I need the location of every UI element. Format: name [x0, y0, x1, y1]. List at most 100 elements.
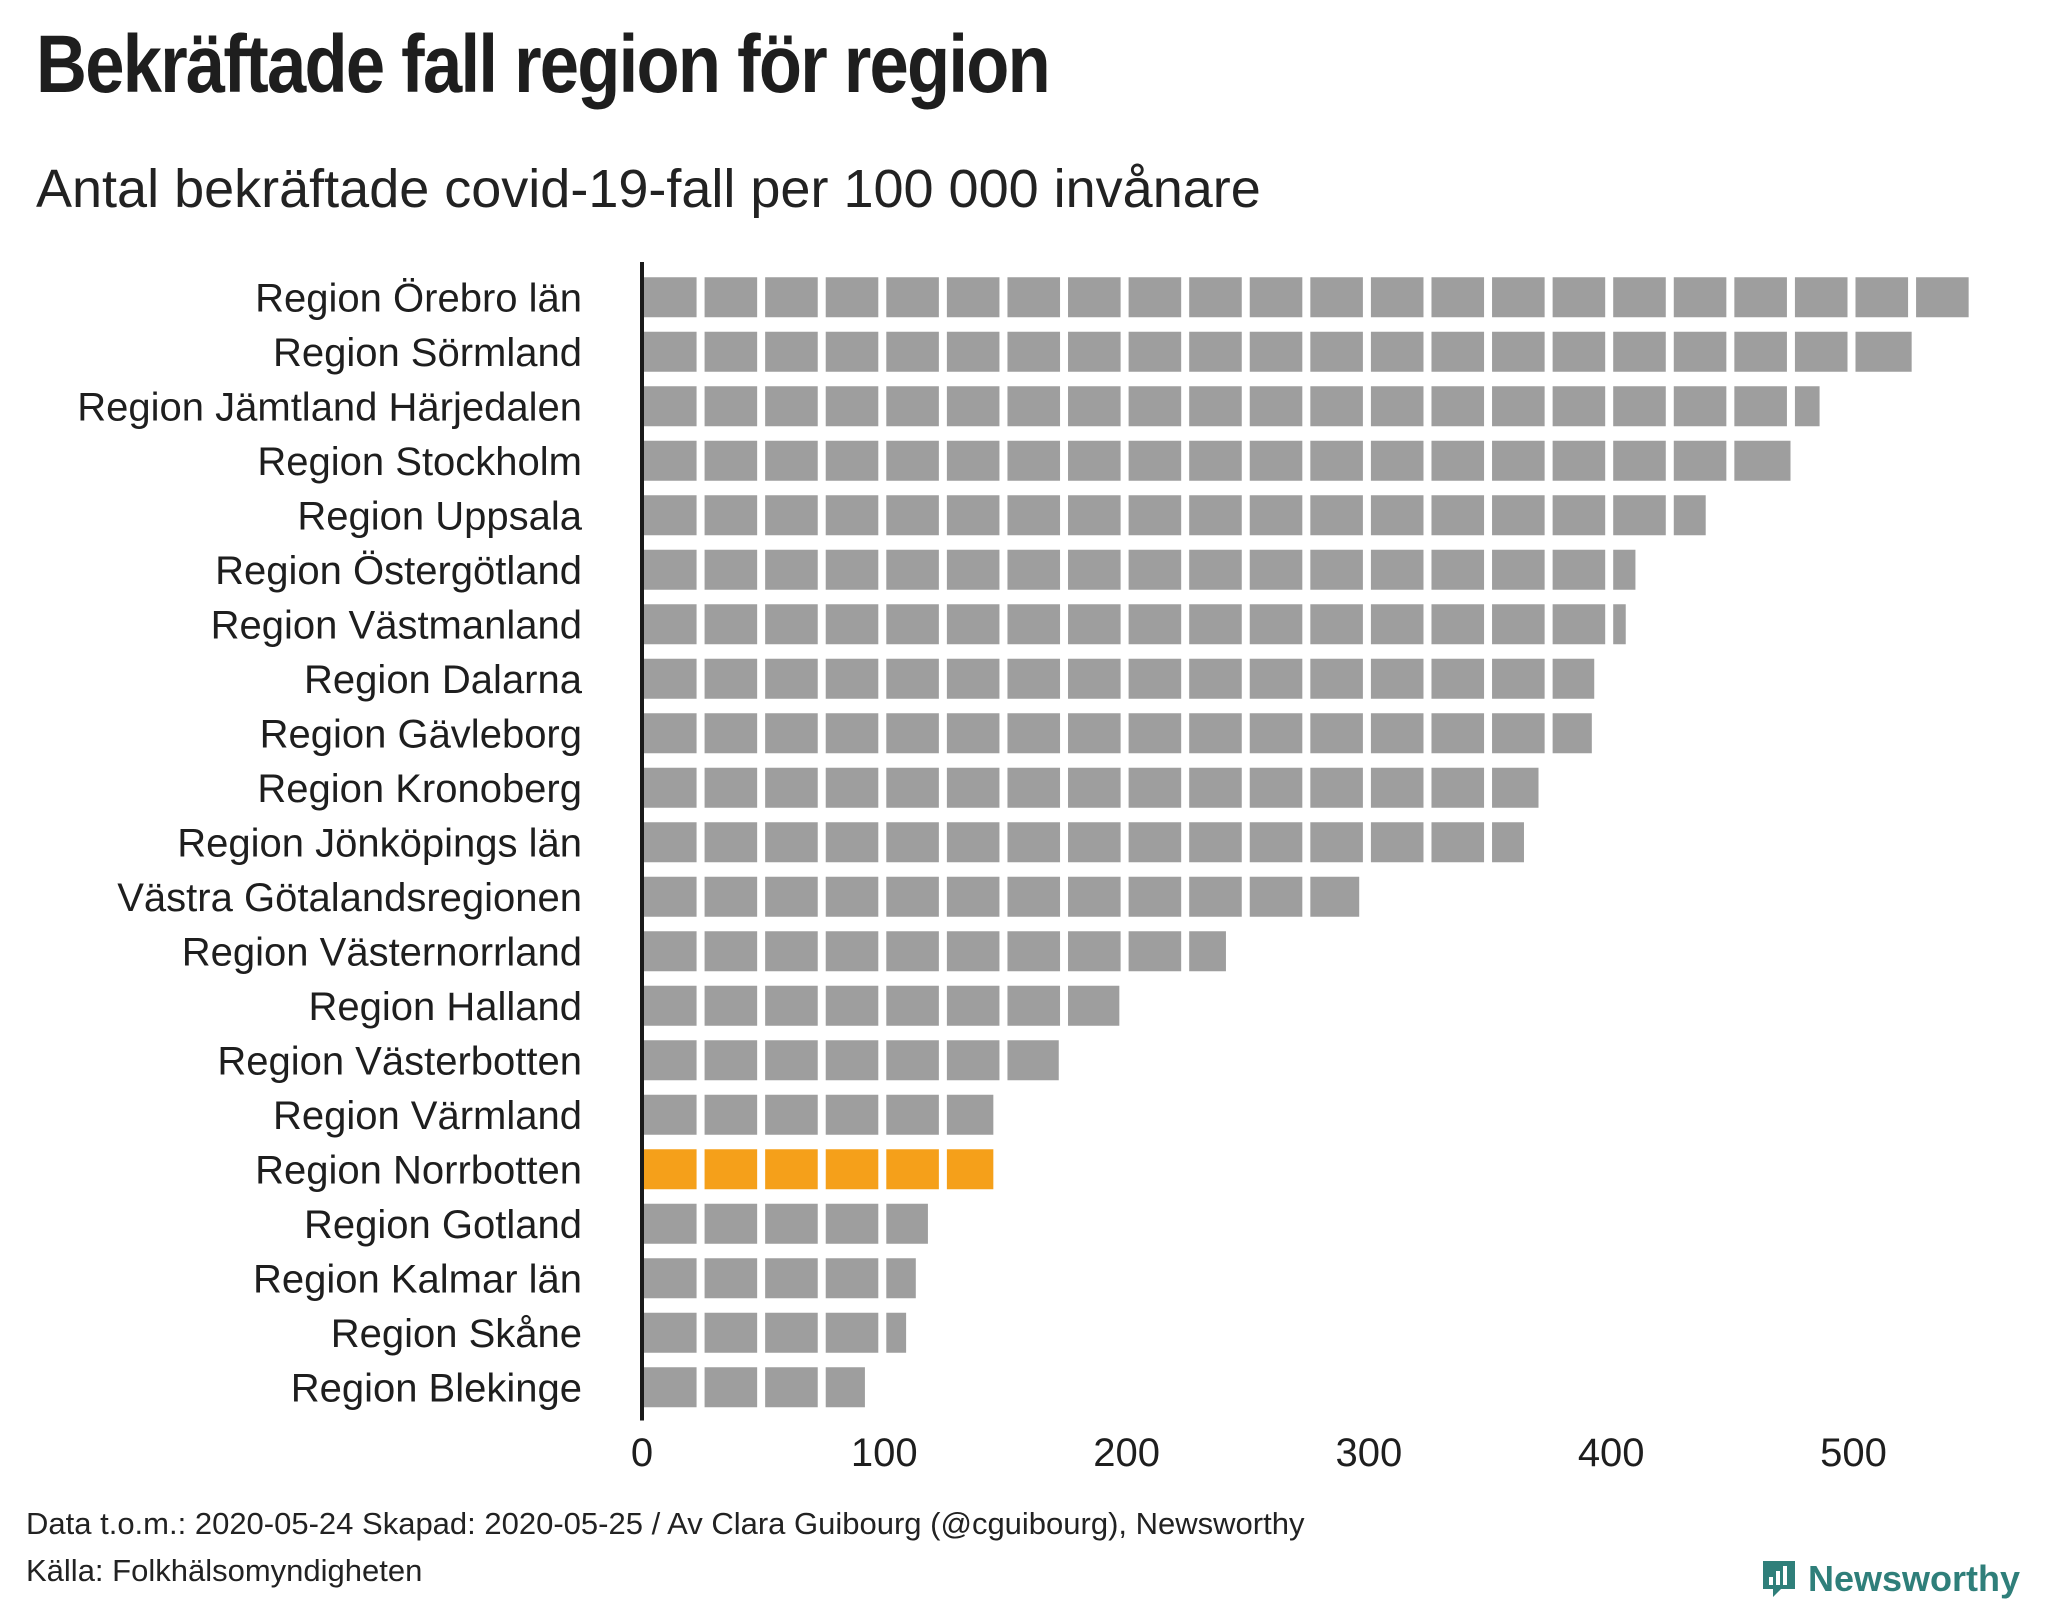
bar-segment [1734, 440, 1791, 481]
bar-segment [946, 331, 1000, 372]
bar-segment [1189, 495, 1242, 536]
x-tick-label: 100 [851, 1431, 918, 1475]
bar-segment [1431, 822, 1485, 863]
bar-segment [644, 985, 697, 1026]
bar-segment [1552, 386, 1606, 427]
bar-segment [825, 985, 879, 1026]
bar-segment [825, 386, 879, 427]
bar-segment [1431, 767, 1485, 808]
bar-segment [1249, 767, 1303, 808]
bar-segment [704, 822, 758, 863]
bar-segment [825, 767, 879, 808]
bar [644, 1149, 994, 1190]
bar-segment [1916, 277, 1969, 318]
bar-segment [644, 931, 697, 972]
bar-segment [1007, 767, 1061, 808]
bar-segment [1370, 386, 1424, 427]
bar-segment [704, 549, 758, 590]
bar [644, 822, 1524, 863]
bar-segment [1613, 495, 1666, 536]
bar-segment [825, 1367, 865, 1408]
bar-segment [1370, 767, 1424, 808]
bar [644, 1040, 1059, 1081]
x-tick-label: 300 [1336, 1431, 1403, 1475]
chart-subtitle: Antal bekräftade covid-19-fall per 100 0… [36, 159, 1261, 219]
bar-segment [1007, 822, 1061, 863]
x-tick-label: 400 [1578, 1431, 1645, 1475]
bar [644, 767, 1539, 808]
bar-segment [886, 549, 939, 590]
category-label: Region Kronoberg [257, 767, 582, 811]
bar-segment [1370, 495, 1424, 536]
category-label: Region Västernorrland [182, 930, 582, 974]
category-label: Region Sörmland [273, 331, 582, 375]
category-label: Region Jönköpings län [177, 821, 582, 865]
brand-logo[interactable]: Newsworthy [1760, 1558, 2020, 1600]
bar-segment [825, 931, 879, 972]
bar-segment [1249, 549, 1303, 590]
bar-segment [1552, 331, 1606, 372]
bar-segment [704, 331, 758, 372]
bar-segment [1310, 713, 1363, 754]
bar-segment [704, 658, 758, 699]
bar-segment [1007, 277, 1061, 318]
bar-segment [704, 1149, 758, 1190]
bar-segment [1431, 604, 1485, 645]
bar-segment [1310, 386, 1363, 427]
bar-segment [1068, 440, 1121, 481]
bar [644, 277, 1969, 318]
bar-segment [1007, 931, 1061, 972]
bar-segment [1492, 822, 1524, 863]
bar-segment [1492, 658, 1545, 699]
bar [644, 495, 1706, 536]
bar [644, 1258, 916, 1299]
bar-segment [1128, 767, 1182, 808]
bar-segment [825, 604, 879, 645]
bar-segment [1370, 713, 1424, 754]
bar-segment [644, 1258, 697, 1299]
bar [644, 876, 1360, 917]
bar [644, 331, 1912, 372]
bar-segment [1613, 549, 1636, 590]
bar-segment [825, 440, 879, 481]
bar-segment [1189, 277, 1242, 318]
bar-segment [765, 1367, 818, 1408]
bar-segment [1128, 386, 1182, 427]
bar-segment [1189, 822, 1242, 863]
category-label: Region Gävleborg [260, 712, 582, 756]
bar-segment [886, 331, 939, 372]
bar-segment [644, 495, 697, 536]
bar-segment [644, 658, 697, 699]
bar-segment [946, 876, 1000, 917]
bar-segment [1492, 604, 1545, 645]
bar-segment [825, 549, 879, 590]
bar-segment [946, 931, 1000, 972]
bar-segment [946, 713, 1000, 754]
bar-segment [704, 1040, 758, 1081]
bar-segment [1068, 549, 1121, 590]
bar [644, 440, 1791, 481]
bar-segment [825, 1203, 879, 1244]
bar-segment [765, 1149, 818, 1190]
footer-source: Källa: Folkhälsomyndigheten [26, 1553, 423, 1588]
bar-segment [765, 876, 818, 917]
bar-segment [1370, 331, 1424, 372]
bar-segment [1310, 331, 1363, 372]
bar-segment [644, 822, 697, 863]
bar-segment [1189, 549, 1242, 590]
bar-segment [1310, 658, 1363, 699]
bar-segment [886, 658, 939, 699]
bar-segment [1370, 822, 1424, 863]
x-tick-label: 200 [1093, 1431, 1160, 1475]
bar [644, 549, 1636, 590]
bar-segment [1068, 985, 1120, 1026]
bar-segment [886, 931, 939, 972]
bar-segment [1068, 331, 1121, 372]
bar-segment [946, 1094, 994, 1135]
bar-segment [1613, 440, 1666, 481]
bar-segment [1492, 277, 1545, 318]
bar-segment [765, 1203, 818, 1244]
bar-segment [825, 1258, 879, 1299]
bar-segment [1310, 549, 1363, 590]
footer-credits: Data t.o.m.: 2020-05-24 Skapad: 2020-05-… [26, 1506, 1305, 1541]
